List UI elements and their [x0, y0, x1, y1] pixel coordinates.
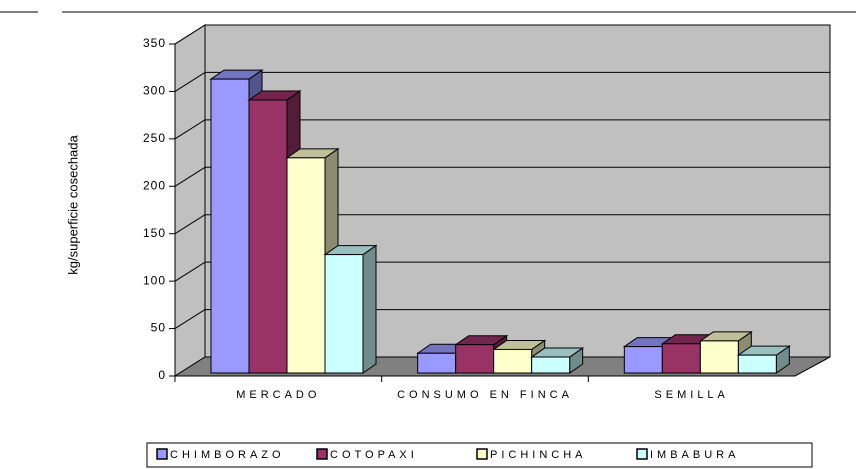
legend-swatch: [156, 448, 168, 460]
legend-label: IMBABURA: [650, 449, 739, 461]
x-tick-label: MERCADO: [236, 389, 321, 401]
bar: [623, 346, 663, 374]
bar: [699, 340, 739, 374]
bar: [531, 356, 571, 374]
bar: [455, 344, 495, 374]
bar: [248, 99, 288, 374]
grid-line: [174, 166, 206, 187]
y-tick-label: 150: [143, 226, 166, 240]
y-tick-label: 250: [143, 131, 166, 145]
y-tick-label: 100: [143, 273, 166, 287]
x-tick-label: CONSUMO EN FINCA: [397, 389, 573, 401]
y-tick-label: 300: [143, 84, 166, 98]
bar-side: [362, 244, 377, 374]
legend-label: PICHINCHA: [490, 449, 587, 461]
legend-swatch: [316, 448, 328, 460]
grid-line: [174, 72, 206, 92]
legend-swatch: [476, 448, 488, 460]
grid-line: [174, 261, 206, 282]
y-tick-label: 0: [158, 368, 166, 382]
side-wall: [174, 24, 206, 377]
bar: [324, 254, 364, 374]
y-tick-label: 50: [151, 321, 166, 335]
y-axis-label: kg/superficie cosechada: [65, 135, 80, 275]
bar: [661, 343, 701, 374]
bar: [286, 157, 326, 374]
y-tick-label: 200: [143, 178, 166, 192]
bar: [417, 352, 457, 374]
legend-swatch: [636, 448, 648, 460]
grid-line: [174, 24, 206, 45]
x-tick-label: SEMILLA: [654, 389, 729, 401]
bar: [737, 354, 777, 374]
grid-line: [174, 309, 206, 329]
bar: [493, 348, 533, 374]
y-tick-label: 350: [143, 36, 166, 50]
grid-line: [174, 119, 206, 140]
bar: [210, 78, 250, 374]
legend-label: COTOPAXI: [330, 449, 418, 461]
grid-line: [174, 214, 206, 235]
legend-label: CHIMBORAZO: [170, 449, 285, 461]
